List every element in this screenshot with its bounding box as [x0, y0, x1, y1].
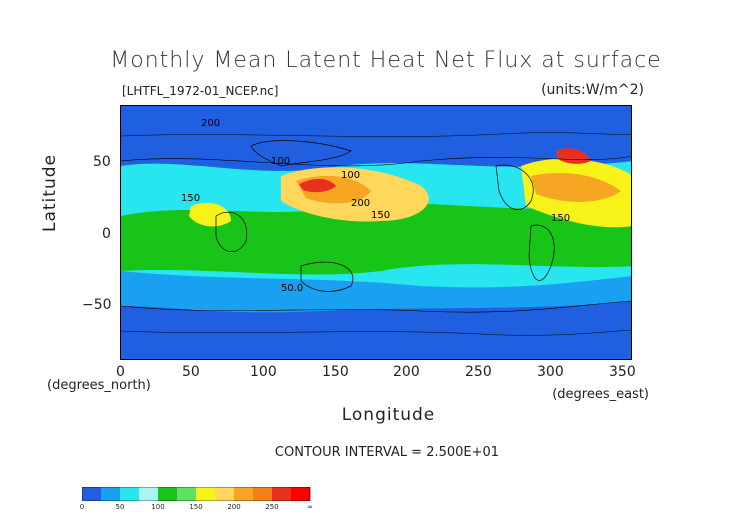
x-tick: 200	[393, 364, 420, 380]
colorbar-label: 200	[227, 503, 241, 511]
units-label: (units:W/m^2)	[541, 82, 644, 98]
x-tick: 350	[609, 364, 636, 380]
chart-title: Monthly Mean Latent Heat Net Flux at sur…	[110, 48, 662, 73]
x-unit-label: (degrees_east)	[552, 387, 649, 402]
y-unit-label: (degrees_north)	[47, 378, 151, 393]
contour-interval-text: CONTOUR INTERVAL = 2.500E+01	[274, 445, 500, 460]
colorbar-label: 150	[189, 503, 203, 511]
x-tick: 250	[465, 364, 492, 380]
contour-label: 150	[551, 213, 570, 224]
y-tick: 50	[93, 154, 111, 170]
contour-label: 200	[201, 118, 220, 129]
y-tick: −50	[82, 297, 112, 313]
x-tick: 0	[116, 364, 125, 380]
file-label: [LHTFL_1972-01_NCEP.nc]	[122, 84, 279, 98]
world-flux-map: 200 100 100 150 200 150 50.0 150	[121, 106, 631, 359]
x-tick: 100	[250, 364, 277, 380]
x-tick: 300	[537, 364, 564, 380]
y-tick: 0	[102, 226, 111, 242]
contour-label: 100	[271, 156, 290, 167]
x-axis-label: Longitude	[341, 405, 436, 425]
contour-label: 100	[341, 170, 360, 181]
contour-label: 150	[181, 193, 200, 204]
x-tick: 50	[182, 364, 200, 380]
colorbar-label: 250	[265, 503, 279, 511]
colorbar-label: ∞	[307, 503, 313, 511]
colorbar-label: 0	[79, 503, 85, 511]
contour-label: 50.0	[281, 283, 303, 294]
map-plot-area: 200 100 100 150 200 150 50.0 150	[120, 105, 632, 360]
x-tick: 150	[322, 364, 349, 380]
contour-label: 150	[371, 210, 390, 221]
y-axis-label: Latitude	[40, 154, 60, 232]
contour-label: 200	[351, 198, 370, 209]
colorbar-label: 100	[151, 503, 165, 511]
colorbar-label: 50	[115, 503, 125, 511]
colorbar	[82, 487, 311, 501]
